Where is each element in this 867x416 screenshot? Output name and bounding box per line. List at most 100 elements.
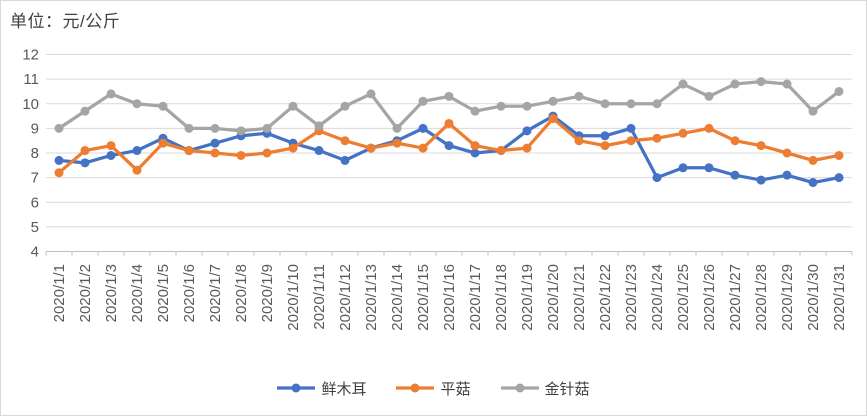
data-point-平菇-2020/1/5 — [158, 138, 168, 148]
data-point-金针菇-2020/1/24 — [652, 99, 662, 109]
x-axis-tick-label: 2020/1/25 — [675, 264, 692, 331]
data-point-金针菇-2020/1/9 — [262, 123, 272, 133]
chart-title: 单位：元/公斤 — [10, 12, 121, 31]
x-axis-tick-label: 2020/1/19 — [519, 264, 536, 331]
data-point-金针菇-2020/1/29 — [782, 79, 792, 89]
data-point-平菇-2020/1/23 — [626, 136, 636, 146]
data-point-鲜木耳-2020/1/4 — [132, 146, 142, 156]
legend-item-鲜木耳: 鲜木耳 — [277, 378, 366, 399]
data-point-鲜木耳-2020/1/29 — [782, 170, 792, 180]
x-axis-tick-label: 2020/1/22 — [597, 264, 614, 331]
x-axis-tick-label: 2020/1/24 — [649, 264, 666, 331]
x-axis-tick-label: 2020/1/30 — [805, 264, 822, 331]
x-axis-tick-label: 2020/1/1 — [51, 264, 68, 322]
y-axis-tick-label: 5 — [31, 219, 39, 236]
data-point-平菇-2020/1/19 — [522, 143, 532, 153]
legend-label: 鲜木耳 — [321, 380, 367, 398]
x-axis-tick-label: 2020/1/3 — [103, 264, 120, 322]
data-point-金针菇-2020/1/6 — [184, 123, 194, 133]
data-point-金针菇-2020/1/1 — [54, 123, 64, 133]
data-point-金针菇-2020/1/27 — [730, 79, 740, 89]
data-point-金针菇-2020/1/26 — [704, 91, 714, 101]
data-point-金针菇-2020/1/20 — [548, 96, 558, 106]
data-point-鲜木耳-2020/1/17 — [470, 148, 480, 158]
legend-label: 金针菇 — [544, 380, 590, 398]
legend-item-平菇: 平菇 — [396, 378, 471, 399]
data-point-金针菇-2020/1/11 — [314, 121, 324, 131]
data-point-鲜木耳-2020/1/23 — [626, 123, 636, 133]
data-point-平菇-2020/1/14 — [392, 138, 402, 148]
data-point-平菇-2020/1/20 — [548, 114, 558, 124]
x-axis-tick-label: 2020/1/13 — [363, 264, 380, 331]
data-point-鲜木耳-2020/1/24 — [652, 173, 662, 183]
x-axis-tick-label: 2020/1/12 — [337, 264, 354, 331]
data-point-平菇-2020/1/21 — [574, 136, 584, 146]
data-point-平菇-2020/1/8 — [236, 150, 246, 160]
data-point-平菇-2020/1/24 — [652, 133, 662, 143]
data-point-金针菇-2020/1/15 — [418, 96, 428, 106]
data-point-鲜木耳-2020/1/12 — [340, 155, 350, 165]
data-point-金针菇-2020/1/2 — [80, 106, 90, 116]
data-point-平菇-2020/1/26 — [704, 123, 714, 133]
x-axis-tick-label: 2020/1/5 — [155, 264, 172, 322]
data-point-平菇-2020/1/22 — [600, 141, 610, 151]
data-point-鲜木耳-2020/1/16 — [444, 141, 454, 151]
data-point-平菇-2020/1/17 — [470, 141, 480, 151]
data-point-鲜木耳-2020/1/27 — [730, 170, 740, 180]
data-point-金针菇-2020/1/17 — [470, 106, 480, 116]
data-point-鲜木耳-2020/1/3 — [106, 150, 116, 160]
data-point-鲜木耳-2020/1/31 — [834, 173, 844, 183]
y-axis-tick-label: 9 — [31, 120, 39, 137]
data-point-平菇-2020/1/13 — [366, 143, 376, 153]
legend-marker-icon — [396, 383, 435, 393]
data-point-金针菇-2020/1/5 — [158, 101, 168, 111]
x-axis-tick-label: 2020/1/14 — [389, 264, 406, 331]
x-axis-tick-label: 2020/1/6 — [181, 264, 198, 322]
x-axis-tick-label: 2020/1/17 — [467, 264, 484, 331]
y-axis-tick-label: 8 — [31, 145, 39, 162]
y-axis-tick-label: 10 — [22, 96, 39, 113]
data-point-平菇-2020/1/15 — [418, 143, 428, 153]
data-point-鲜木耳-2020/1/22 — [600, 131, 610, 141]
legend-label: 平菇 — [440, 380, 471, 398]
data-point-平菇-2020/1/25 — [678, 128, 688, 138]
data-point-金针菇-2020/1/7 — [210, 123, 220, 133]
x-axis-tick-label: 2020/1/26 — [701, 264, 718, 331]
x-axis-tick-label: 2020/1/23 — [623, 264, 640, 331]
x-axis-tick-label: 2020/1/11 — [311, 264, 328, 330]
legend-item-金针菇: 金针菇 — [500, 378, 590, 399]
y-axis-tick-label: 4 — [31, 244, 39, 261]
y-axis-tick-label: 12 — [22, 47, 39, 64]
x-axis-tick-label: 2020/1/15 — [415, 264, 432, 331]
x-axis-tick-label: 2020/1/2 — [77, 264, 94, 322]
legend-marker-icon — [500, 383, 539, 393]
x-axis-tick-label: 2020/1/4 — [129, 264, 146, 322]
data-point-金针菇-2020/1/4 — [132, 99, 142, 109]
data-point-金针菇-2020/1/28 — [756, 77, 766, 87]
data-point-平菇-2020/1/28 — [756, 141, 766, 151]
data-point-金针菇-2020/1/31 — [834, 86, 844, 96]
data-point-鲜木耳-2020/1/19 — [522, 126, 532, 136]
y-axis-tick-label: 6 — [31, 194, 39, 211]
y-axis-tick-label: 11 — [23, 71, 39, 88]
data-point-平菇-2020/1/29 — [782, 148, 792, 158]
x-axis-tick-label: 2020/1/7 — [207, 264, 224, 322]
chart-legend: 鲜木耳 平菇 金针菇 — [1, 377, 866, 399]
data-point-鲜木耳-2020/1/26 — [704, 163, 714, 173]
x-axis-tick-label: 2020/1/21 — [571, 264, 588, 331]
data-point-金针菇-2020/1/8 — [236, 126, 246, 136]
data-point-金针菇-2020/1/30 — [808, 106, 818, 116]
data-point-鲜木耳-2020/1/25 — [678, 163, 688, 173]
data-point-平菇-2020/1/30 — [808, 155, 818, 165]
data-point-平菇-2020/1/9 — [262, 148, 272, 158]
data-point-鲜木耳-2020/1/28 — [756, 175, 766, 185]
data-point-金针菇-2020/1/21 — [574, 91, 584, 101]
x-axis-tick-label: 2020/1/16 — [441, 264, 458, 331]
x-axis-tick-label: 2020/1/20 — [545, 264, 562, 331]
data-point-平菇-2020/1/7 — [210, 148, 220, 158]
data-point-平菇-2020/1/4 — [132, 165, 142, 175]
data-point-金针菇-2020/1/13 — [366, 89, 376, 99]
data-point-金针菇-2020/1/19 — [522, 101, 532, 111]
